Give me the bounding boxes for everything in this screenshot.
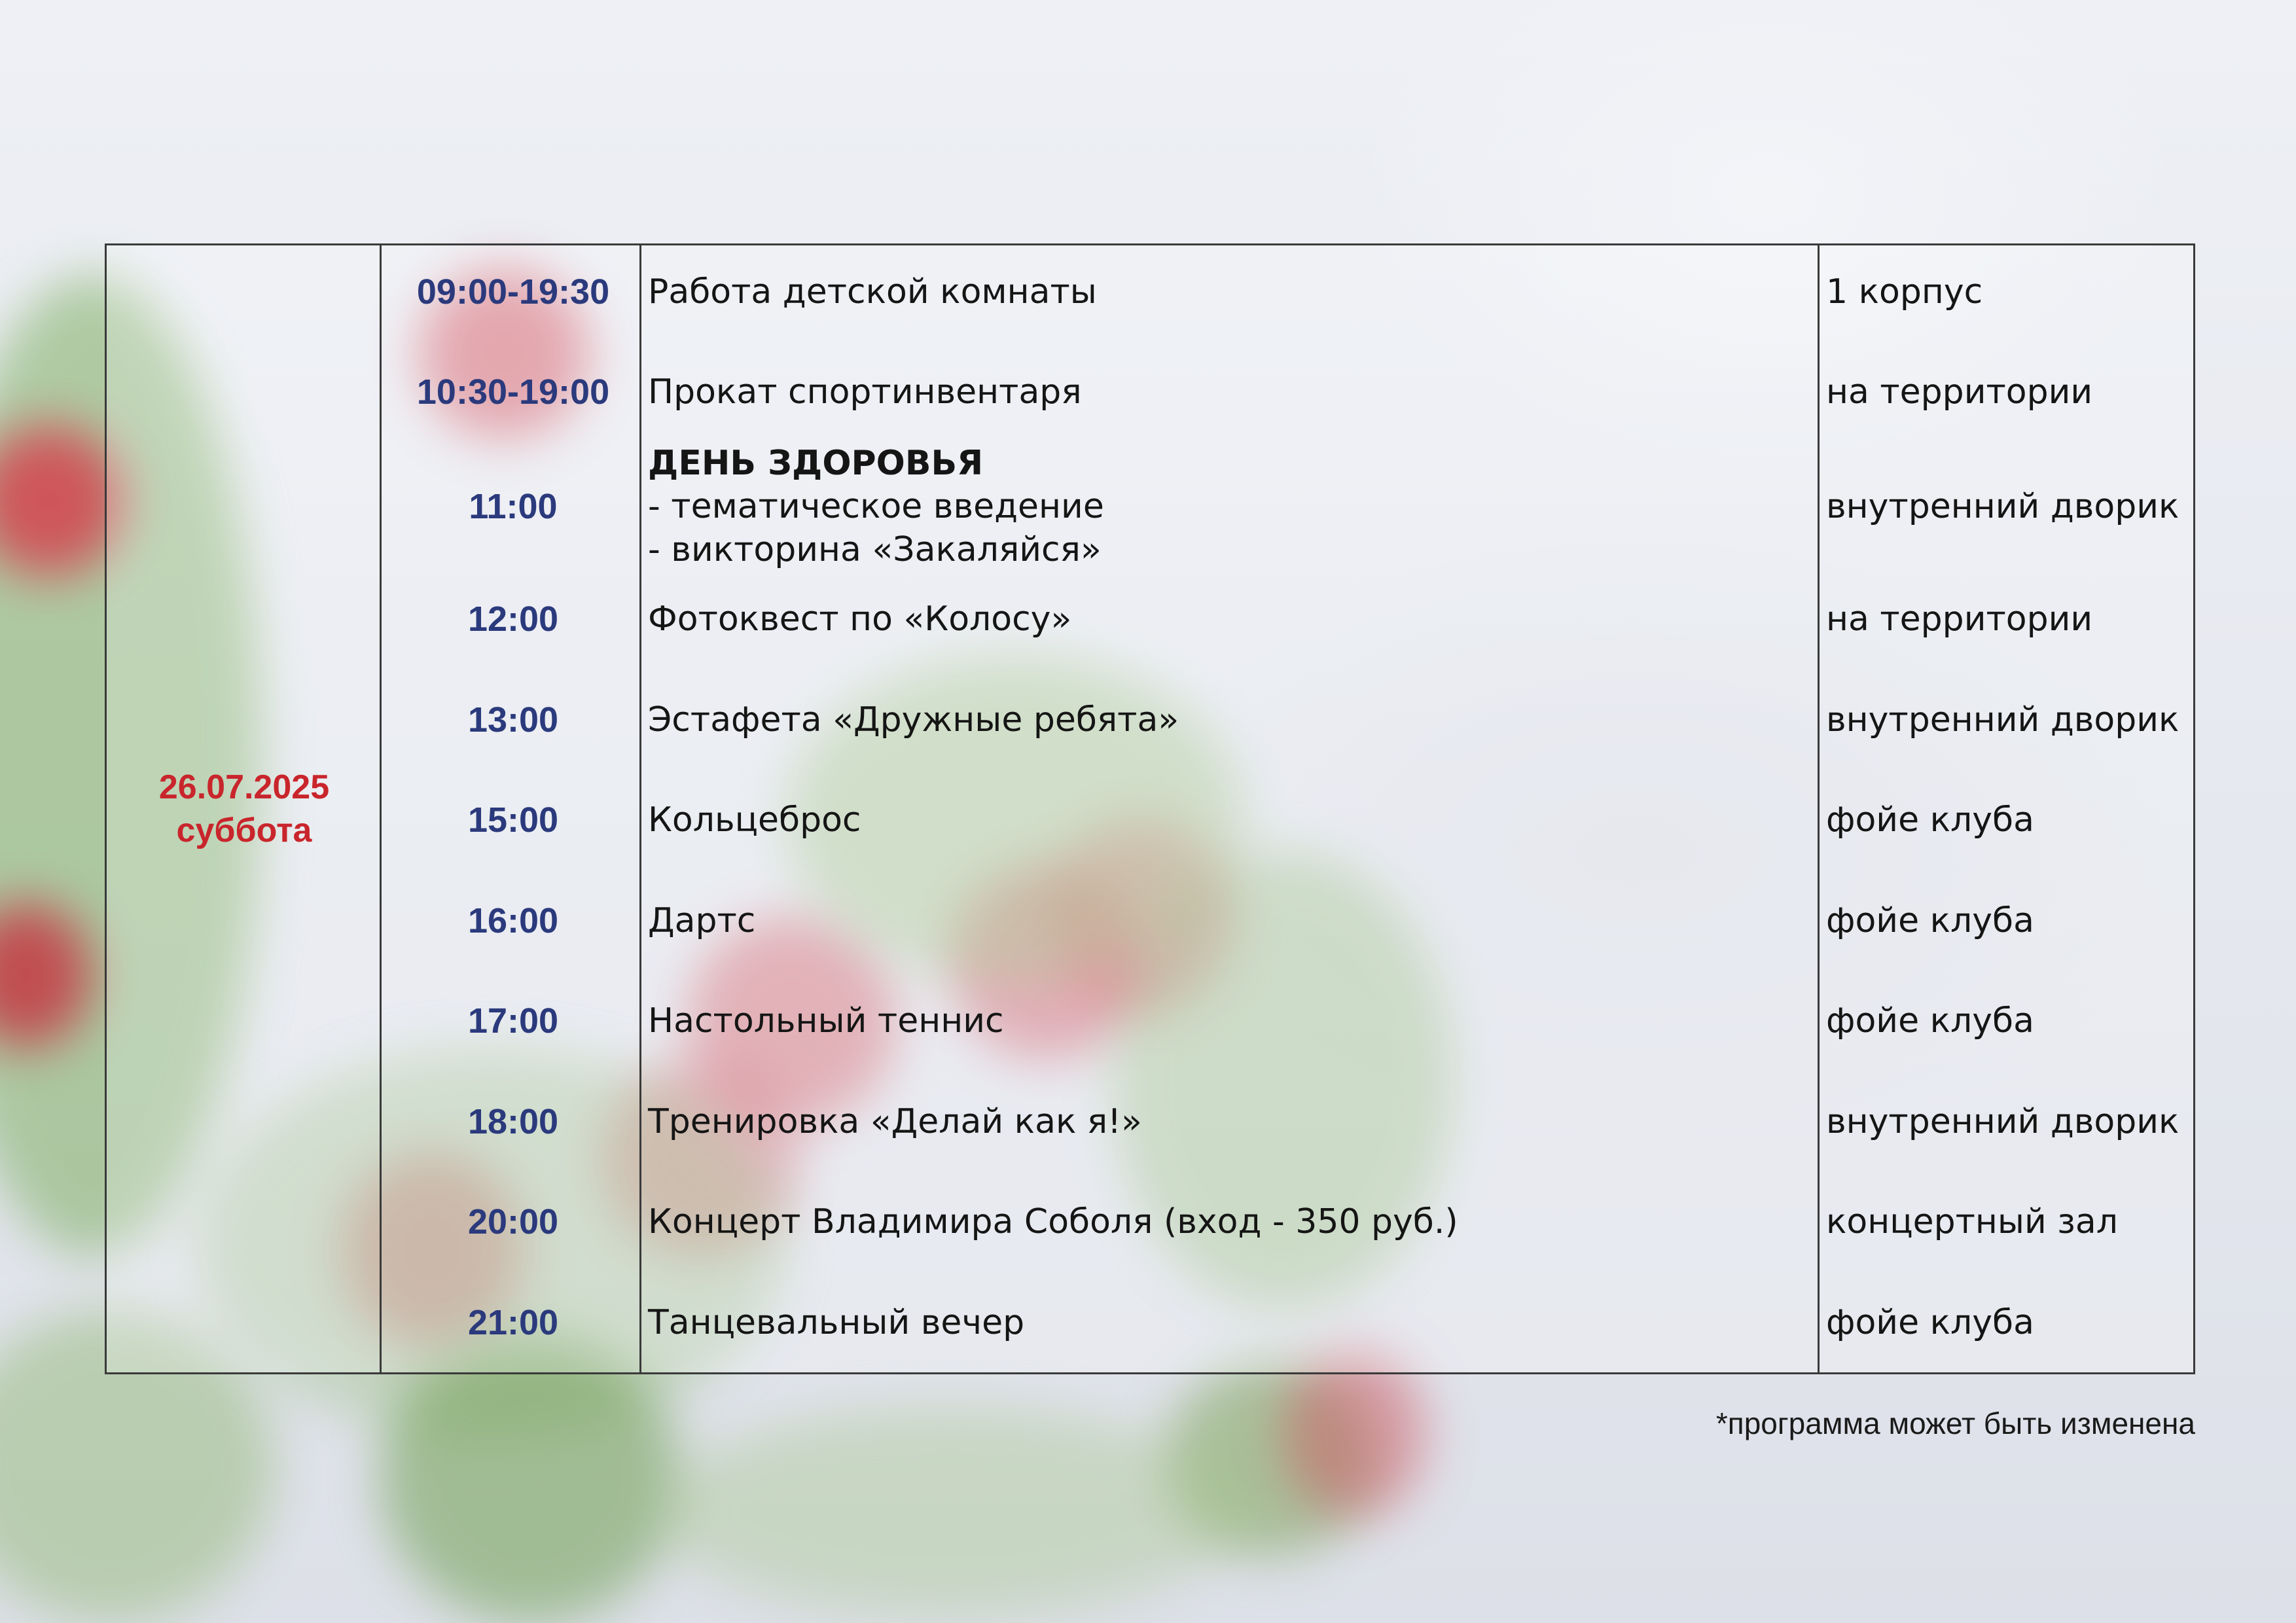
row-event: Настольный теннис	[648, 1001, 1004, 1041]
row-event: Прокат спортинвентаря	[648, 372, 1082, 412]
row-event: Фотоквест по «Колосу»	[648, 599, 1072, 639]
event-subitem: - тематическое введение	[648, 487, 1104, 526]
row-time: 10:30-19:00	[416, 372, 610, 412]
row-place: на территории	[1826, 599, 2093, 639]
row-time: 18:00	[467, 1102, 559, 1141]
row-place: 1 корпус	[1826, 272, 1983, 312]
row-event: Кольцеброс	[648, 800, 861, 840]
row-place: внутренний дворик	[1826, 487, 2179, 526]
row-event: ДЕНЬ ЗДОРОВЬЯ - тематическое введение - …	[648, 442, 1813, 571]
row-place: фойе клуба	[1826, 901, 2034, 940]
row-place: концертный зал	[1826, 1202, 2119, 1241]
row-event: Дартс	[648, 901, 756, 940]
row-place: на территории	[1826, 372, 2093, 412]
date-cell: 26.07.2025 суббота	[107, 245, 382, 1372]
row-event: Концерт Владимира Соболя (вход - 350 руб…	[648, 1202, 1458, 1241]
footnote: *программа может быть изменена	[1715, 1406, 2195, 1440]
column-divider	[380, 245, 382, 1372]
event-title: ДЕНЬ ЗДОРОВЬЯ	[648, 444, 984, 483]
row-event: Работа детской комнаты	[648, 272, 1097, 312]
column-divider	[1818, 245, 1820, 1372]
row-time: 09:00-19:30	[416, 272, 610, 312]
row-place: фойе клуба	[1826, 1001, 2034, 1041]
row-time: 12:00	[467, 599, 559, 639]
row-time: 20:00	[467, 1202, 559, 1241]
row-place: фойе клуба	[1826, 800, 2034, 840]
event-subitem: - викторина «Закаляйся»	[648, 530, 1102, 569]
row-place: фойе клуба	[1826, 1303, 2034, 1342]
row-time: 13:00	[467, 700, 559, 740]
row-time: 17:00	[467, 1001, 559, 1041]
schedule-table: 26.07.2025 суббота 09:00-19:30 Работа де…	[105, 243, 2195, 1374]
row-time: 11:00	[469, 487, 558, 526]
date-value: 26.07.2025	[158, 768, 330, 806]
weekday-value: суббота	[176, 812, 312, 849]
column-divider	[639, 245, 641, 1372]
row-time: 21:00	[467, 1303, 559, 1342]
row-time: 15:00	[467, 800, 559, 840]
row-event: Тренировка «Делай как я!»	[648, 1102, 1142, 1141]
row-place: внутренний дворик	[1826, 1102, 2179, 1141]
row-place: внутренний дворик	[1826, 700, 2179, 740]
row-event: Эстафета «Дружные ребята»	[648, 700, 1179, 740]
row-time: 16:00	[467, 901, 559, 940]
row-event: Танцевальный вечер	[648, 1303, 1025, 1342]
